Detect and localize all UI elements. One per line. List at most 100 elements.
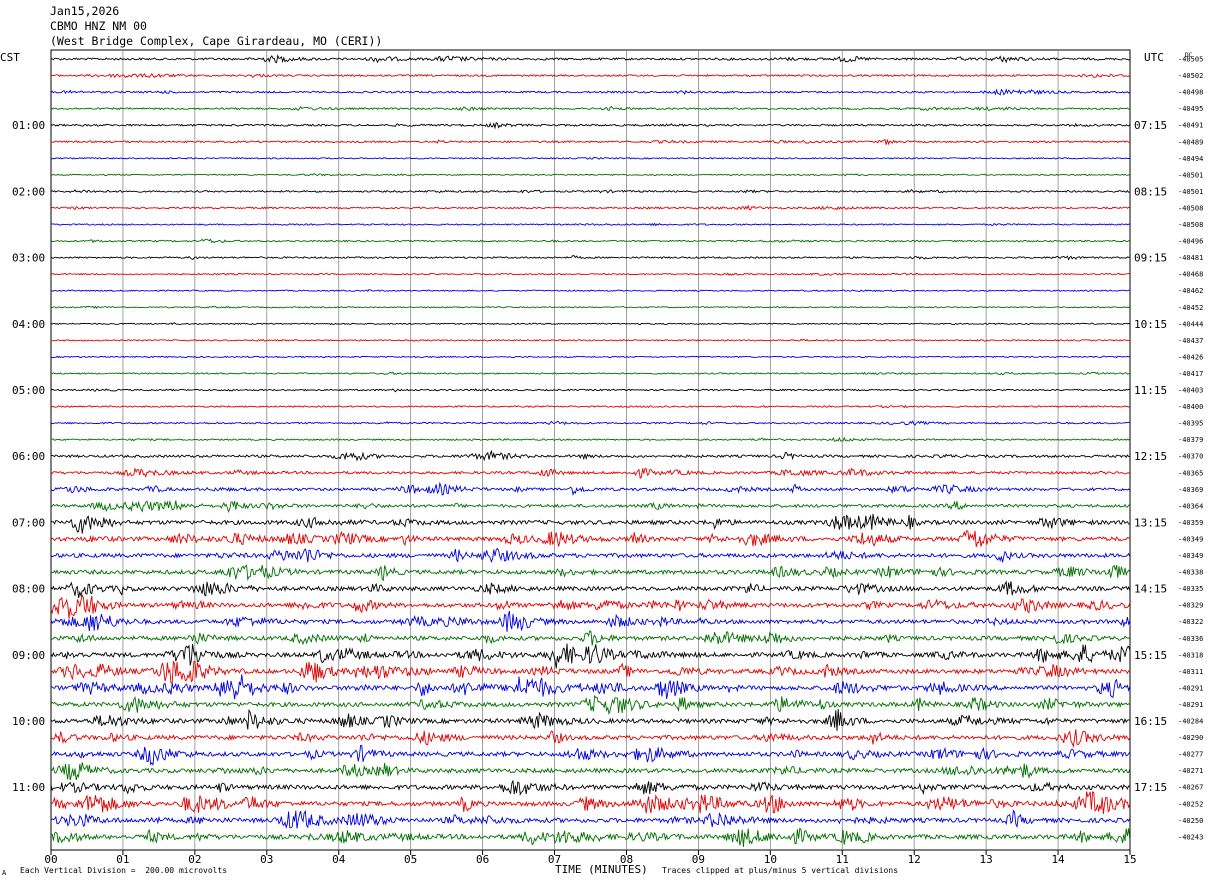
- dc-offset-label: -40290: [1178, 734, 1203, 742]
- x-tick-label: 01: [116, 853, 129, 866]
- x-tick-label: 12: [908, 853, 921, 866]
- seismic-trace: [50, 780, 1130, 796]
- x-axis-label: TIME (MINUTES): [555, 863, 648, 876]
- dc-offset-label: -40364: [1178, 502, 1203, 510]
- dc-offset-label: -40359: [1178, 519, 1203, 527]
- right-hour-label: 09:15: [1134, 252, 1167, 265]
- chart-date: Jan15,2026: [50, 4, 120, 18]
- left-hour-label: 04:00: [12, 318, 45, 331]
- dc-offset-label: -40494: [1178, 155, 1203, 163]
- seismic-trace: [50, 643, 1131, 669]
- seismic-trace: [50, 54, 1130, 64]
- seismic-trace: [50, 594, 1131, 619]
- right-hour-label: 13:15: [1134, 516, 1167, 529]
- dc-offset-label: -40338: [1178, 569, 1203, 577]
- dc-offset-label: -40379: [1178, 436, 1203, 444]
- x-tick-label: 11: [836, 853, 849, 866]
- dc-offset-label: -40395: [1178, 420, 1203, 428]
- seismic-trace: [51, 449, 1130, 462]
- seismic-trace: [50, 809, 1131, 830]
- seismic-trace: [50, 204, 1130, 211]
- dc-offset-label: -40349: [1178, 552, 1203, 560]
- seismic-trace: [50, 630, 1131, 646]
- dc-offset-label: -40318: [1178, 651, 1203, 659]
- dc-offset-label: -40491: [1178, 122, 1203, 130]
- dc-offset-label: -40417: [1178, 370, 1203, 378]
- seismic-trace: [50, 436, 1131, 442]
- seismic-trace: [50, 387, 1130, 393]
- axis-labels: 00 01 02 03 04 05 06 07 08 09 10 11 12 13 14 15 -40505 -4…: [12, 56, 1203, 867]
- dc-offset-label: -40250: [1178, 817, 1203, 825]
- x-tick-label: 09: [692, 853, 705, 866]
- dc-offset-label: -40369: [1178, 486, 1203, 494]
- left-hour-label: 08:00: [12, 583, 45, 596]
- seismic-trace: [50, 189, 1130, 194]
- seismic-trace: [50, 322, 1130, 326]
- x-tick-label: 02: [188, 853, 201, 866]
- seismic-trace: [50, 254, 1130, 261]
- dc-offset-label: -40468: [1178, 271, 1203, 279]
- dc-offset-label: -40291: [1178, 684, 1203, 692]
- dc-offset-label: -40495: [1178, 105, 1203, 113]
- left-timezone-label: CST: [0, 51, 20, 64]
- dc-offset-label: -40489: [1178, 138, 1203, 146]
- seismic-trace: [50, 371, 1130, 376]
- x-tick-label: 15: [1123, 853, 1136, 866]
- left-hour-label: 06:00: [12, 450, 45, 463]
- dc-offset-label: -40271: [1178, 767, 1203, 775]
- seismic-trace: [50, 745, 1131, 767]
- dc-offset-label: -40277: [1178, 751, 1203, 759]
- clip-note: Traces clipped at plus/minus 5 vertical …: [662, 866, 899, 875]
- seismic-trace: [50, 105, 1130, 112]
- dc-offset-label: -40284: [1178, 718, 1203, 726]
- dc-offset-label: -40426: [1178, 353, 1203, 361]
- scale-note: Each Vertical Division = 200.00 microvol…: [20, 866, 228, 875]
- x-tick-label: 05: [404, 853, 417, 866]
- x-tick-label: 04: [332, 853, 346, 866]
- right-hour-label: 11:15: [1134, 384, 1167, 397]
- seismic-trace: [50, 827, 1131, 847]
- right-hour-label: 14:15: [1134, 583, 1167, 596]
- seismic-trace: [50, 222, 1130, 227]
- dc-offset-label: -40311: [1178, 668, 1203, 676]
- left-hour-label: 07:00: [12, 516, 45, 529]
- dc-offset-label: -40349: [1178, 535, 1203, 543]
- seismic-trace: [50, 305, 1131, 310]
- dc-offset-label: -40365: [1178, 469, 1203, 477]
- seismic-trace: [50, 420, 1130, 426]
- seismic-trace: [50, 694, 1130, 716]
- dc-offset-label: -40437: [1178, 337, 1203, 345]
- seismic-trace: [50, 156, 1130, 160]
- seismic-trace: [50, 467, 1130, 479]
- x-tick-label: 14: [1051, 853, 1065, 866]
- dc-offset-label: -40505: [1178, 56, 1203, 64]
- dc-offset-label: -40322: [1178, 618, 1203, 626]
- left-hour-label: 11:00: [12, 781, 45, 794]
- seismic-trace: [50, 547, 1131, 564]
- seismic-trace: [50, 88, 1131, 96]
- dc-offset-label: -40501: [1178, 171, 1203, 179]
- x-tick-label: 00: [44, 853, 57, 866]
- seismic-trace: [50, 138, 1130, 146]
- dc-offset-label: -40444: [1178, 320, 1203, 328]
- plot-frame: [50, 49, 1131, 851]
- dc-offset-label: -40267: [1178, 784, 1203, 792]
- dc-offset-label: -40452: [1178, 304, 1203, 312]
- x-tick-label: 07: [548, 853, 561, 866]
- seismic-trace: [50, 404, 1130, 409]
- left-hour-label: 10:00: [12, 715, 45, 728]
- dc-offset-label: -40481: [1178, 254, 1203, 262]
- right-hour-label: 15:15: [1134, 649, 1167, 662]
- left-hour-label: 09:00: [12, 649, 45, 662]
- grid-lines: [50, 49, 1131, 855]
- dc-offset-label: -40502: [1178, 72, 1203, 80]
- seismic-trace: [50, 762, 1131, 781]
- dc-offset-label: -40329: [1178, 602, 1203, 610]
- helicorder-plot: 00 01 02 03 04 05 06 07 08 09 10 11 12 13 14 15 -40505 -4…: [0, 49, 1203, 867]
- seismic-trace: [50, 580, 1131, 599]
- left-hour-label: 05:00: [12, 384, 45, 397]
- seismic-trace: [50, 238, 1130, 244]
- dc-offset-label: -40498: [1178, 89, 1203, 97]
- x-tick-label: 13: [980, 853, 993, 866]
- seismic-trace: [50, 355, 1130, 359]
